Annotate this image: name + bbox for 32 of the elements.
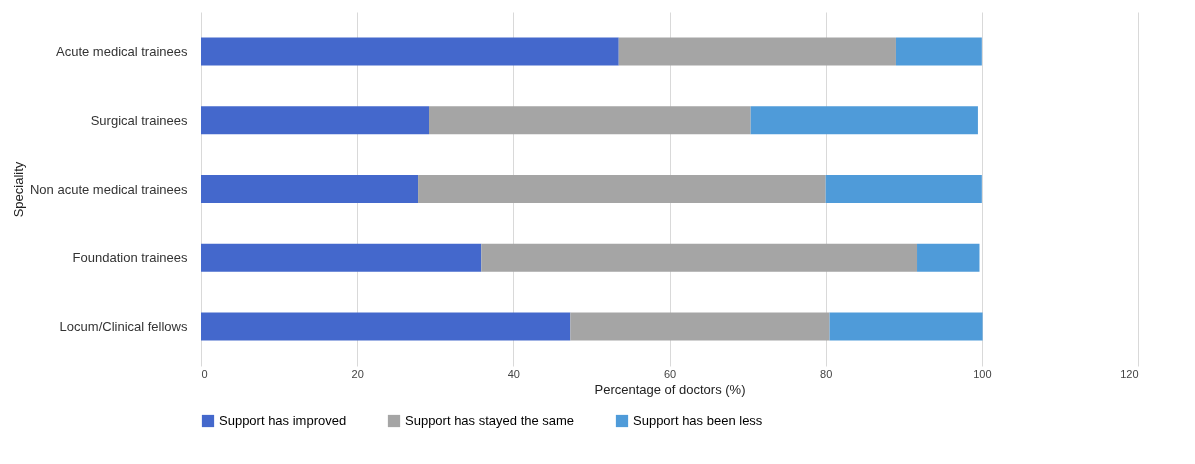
y-tick-label: Surgical trainees	[90, 112, 188, 128]
x-tick-label: 120	[1120, 367, 1139, 380]
x-tick-label: 0	[201, 367, 208, 380]
bar	[618, 37, 896, 66]
bar	[829, 312, 983, 341]
bar	[201, 37, 619, 66]
bar	[481, 243, 918, 272]
bar	[825, 175, 982, 203]
x-tick-label: 20	[351, 367, 364, 380]
y-axis-title: Speciality	[10, 161, 26, 218]
y-tick-label: Acute medical trainees	[55, 43, 188, 59]
bar	[201, 243, 482, 272]
bar	[750, 106, 978, 135]
x-axis-title: Percentage of doctors (%)	[594, 381, 746, 397]
legend-label: Support has been less	[633, 413, 763, 428]
bar	[418, 175, 826, 203]
x-tick-label: 60	[663, 367, 677, 380]
x-tick-label: 40	[507, 367, 520, 380]
x-tick-label: 100	[973, 367, 992, 380]
bar	[201, 106, 429, 135]
y-tick-label: Locum/Clinical fellows	[59, 319, 188, 335]
bar	[201, 312, 571, 341]
bar	[570, 312, 830, 341]
legend-label: Support has improved	[219, 413, 347, 428]
y-tick-label: Non acute medical trainees	[29, 181, 188, 197]
y-tick-label: Foundation trainees	[72, 250, 188, 266]
bar	[429, 106, 751, 135]
bar	[917, 243, 980, 272]
x-tick-label: 80	[820, 367, 833, 380]
bar	[895, 37, 982, 66]
legend-label: Support has stayed the same	[405, 413, 575, 428]
bar	[201, 175, 419, 203]
